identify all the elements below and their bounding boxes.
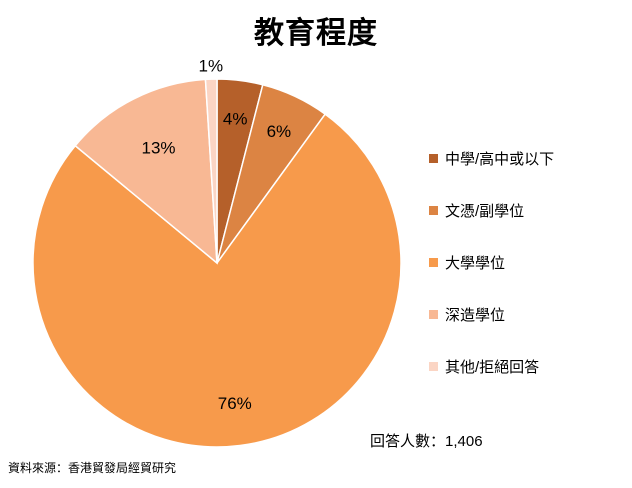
slice-postgraduate — [74, 78, 218, 265]
data-label-secondary: 4% — [223, 109, 248, 128]
data-label-diploma: 6% — [267, 122, 292, 141]
legend-swatch — [429, 257, 438, 267]
chart-title: 教育程度 — [254, 16, 378, 51]
legend-item-secondary: 中學/高中或以下 — [429, 148, 554, 168]
data-label-other: 1% — [199, 57, 224, 76]
legend-label: 其他/拒絕回答 — [445, 358, 540, 376]
source-note: 資料來源：香港貿發局經貿研究 — [8, 461, 177, 475]
legend-item-postgraduate: 深造學位 — [429, 304, 505, 324]
legend-label: 文憑/副學位 — [445, 202, 525, 220]
data-label-bachelor: 76% — [218, 394, 252, 413]
slice-other — [204, 78, 218, 264]
legend-item-other: 其他/拒絕回答 — [429, 356, 539, 376]
legend-swatch — [429, 361, 438, 371]
legend-swatch — [429, 153, 438, 163]
legend-swatch — [429, 309, 438, 319]
slice-bachelor — [32, 113, 402, 448]
legend-label: 深造學位 — [445, 306, 506, 324]
legend-item-bachelor: 大學學位 — [429, 252, 505, 272]
legend-item-diploma: 文憑/副學位 — [429, 200, 524, 220]
data-label-postgraduate: 13% — [142, 139, 176, 158]
legend-label: 中學/高中或以下 — [445, 150, 555, 168]
legend-label: 大學學位 — [445, 254, 506, 272]
respondents-count: 回答人數：1,406 — [370, 433, 483, 450]
legend-swatch — [429, 205, 438, 215]
